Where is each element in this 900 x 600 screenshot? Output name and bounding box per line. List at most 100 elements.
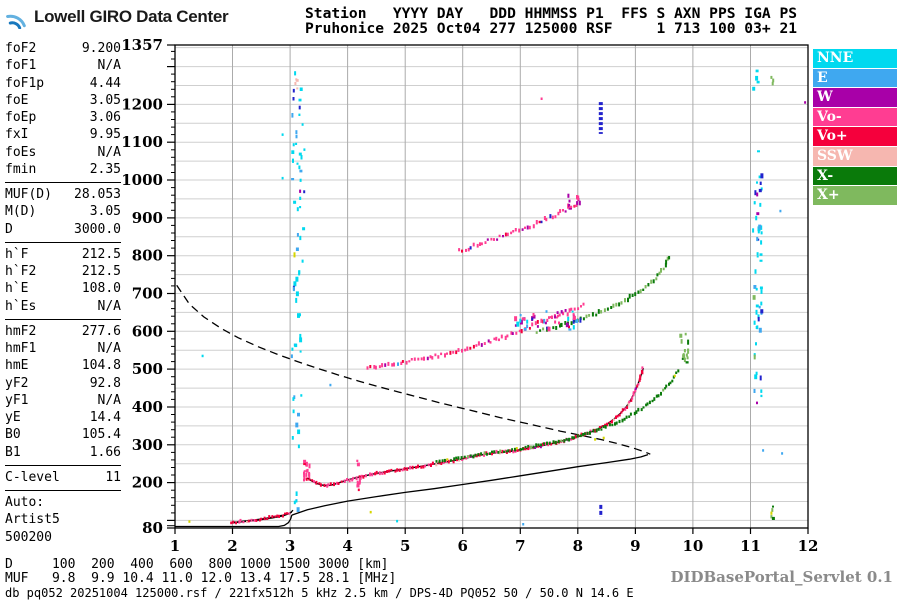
param-value: 3.05 <box>89 92 121 108</box>
param-label: B0 <box>5 427 21 443</box>
svg-text:5: 5 <box>400 537 410 555</box>
param-label: fmin <box>5 161 37 177</box>
param-label: MUF(D) <box>5 187 52 202</box>
legend-item-w: W <box>813 88 897 107</box>
param-row: foF1p 4.44 <box>5 75 121 92</box>
param-label: fxI <box>5 127 29 143</box>
param-row: B0 105.4 <box>5 426 121 443</box>
param-row: C-level 11 <box>5 469 121 486</box>
param-value: 104.8 <box>81 358 121 374</box>
autoscaling-info-line: Auto: <box>5 495 45 510</box>
logo: Lowell GIRO Data Center <box>6 5 229 29</box>
param-row: MUF(D) 28.053 <box>5 186 121 203</box>
param-value: 1.66 <box>89 444 121 460</box>
header-values-line: Pruhonice 2025 Oct04 277 125000 RSF 1 71… <box>305 20 798 37</box>
distance-row: D 100 200 400 600 800 1000 1500 3000 [km… <box>5 557 389 572</box>
svg-text:3: 3 <box>285 537 295 555</box>
panel-separator <box>5 241 121 243</box>
legend-item-nne: NNE <box>813 49 897 68</box>
param-row: hmF2 277.6 <box>5 323 121 340</box>
param-value: 92.8 <box>89 375 121 391</box>
svg-text:1100: 1100 <box>121 133 163 151</box>
param-label: foF1 <box>5 58 37 74</box>
param-row: fmin 2.35 <box>5 161 121 178</box>
param-row: h`Es N/A <box>5 298 121 315</box>
legend-item-e: E <box>813 68 897 88</box>
panel-separator <box>5 464 121 466</box>
muf-row: MUF 9.8 9.9 10.4 11.0 12.0 13.4 17.5 28.… <box>5 571 397 586</box>
param-label: h`Es <box>5 298 37 314</box>
panel-separator <box>5 490 121 491</box>
param-value: 3.06 <box>89 110 121 125</box>
svg-text:400: 400 <box>132 398 163 416</box>
svg-text:4: 4 <box>342 537 352 555</box>
param-label: yF2 <box>5 375 29 391</box>
param-row: foF2 9.200 <box>5 40 121 57</box>
parameter-panel: foF2 9.200 foF1 N/A foF1p 4.44 foE 3.05 foEp 3.06… <box>5 40 121 546</box>
param-value: N/A <box>97 392 121 408</box>
param-value: N/A <box>97 144 121 160</box>
param-value: 4.44 <box>89 75 121 91</box>
svg-text:80: 80 <box>142 519 163 537</box>
svg-text:700: 700 <box>132 285 163 303</box>
param-row: foEs N/A <box>5 144 121 161</box>
param-label: C-level <box>5 469 60 485</box>
param-row: D 3000.0 <box>5 221 121 238</box>
param-label: foF2 <box>5 41 37 56</box>
autoscaling-info-line: Artist5 <box>5 512 60 528</box>
param-label: D <box>5 221 13 237</box>
servlet-version: DIDBasePortal_Servlet 0.1 <box>670 568 893 586</box>
param-value: 2.35 <box>89 161 121 177</box>
param-row: hmE 104.8 <box>5 357 121 374</box>
param-value: N/A <box>97 58 121 74</box>
legend-item-ssw: SSW <box>813 146 897 166</box>
header-columns-line: Station YYYY DAY DDD HHMMSS P1 FFS S AXN… <box>305 5 798 22</box>
svg-text:1: 1 <box>170 537 180 555</box>
svg-text:500: 500 <box>132 360 163 378</box>
param-row: foEp 3.06 <box>5 109 121 126</box>
svg-text:10: 10 <box>682 537 703 555</box>
param-value: N/A <box>97 341 121 356</box>
svg-text:1000: 1000 <box>121 171 163 189</box>
param-value: 105.4 <box>81 427 121 443</box>
param-label: hmF1 <box>5 341 37 356</box>
legend-item-x: X- <box>813 166 897 186</box>
param-label: hmE <box>5 358 29 374</box>
param-label: h`F2 <box>5 264 37 279</box>
param-label: yE <box>5 410 21 425</box>
param-label: foEp <box>5 110 37 125</box>
param-label: h`F <box>5 246 29 262</box>
svg-text:6: 6 <box>457 537 467 555</box>
svg-text:7: 7 <box>515 537 525 555</box>
giro-wave-icon <box>6 14 26 29</box>
param-row: B1 1.66 <box>5 444 121 461</box>
param-value: N/A <box>97 298 121 314</box>
legend-item-x: X+ <box>813 186 897 205</box>
param-row: fxI 9.95 <box>5 126 121 143</box>
param-row: h`E 108.0 <box>5 280 121 297</box>
param-label: foEs <box>5 144 37 160</box>
svg-text:1357: 1357 <box>121 36 163 54</box>
panel-separator <box>5 182 121 183</box>
param-label: foF1p <box>5 75 45 91</box>
legend-item-vo: Vo+ <box>813 127 897 146</box>
param-row: hmF1 N/A <box>5 340 121 357</box>
param-row: h`F2 212.5 <box>5 263 121 280</box>
svg-text:200: 200 <box>132 474 163 492</box>
param-value: 212.5 <box>81 246 121 262</box>
svg-text:600: 600 <box>132 322 163 340</box>
autoscaling-info-line: 500200 <box>5 529 52 545</box>
param-value: 212.5 <box>81 264 121 279</box>
panel-separator <box>5 318 121 320</box>
param-value: 277.6 <box>81 323 121 339</box>
param-row: M(D) 3.05 <box>5 203 121 220</box>
param-value: 9.200 <box>81 41 121 56</box>
param-label: hmF2 <box>5 323 37 339</box>
param-label: B1 <box>5 444 21 460</box>
legend-item-vo: Vo- <box>813 107 897 127</box>
param-row: yE 14.4 <box>5 409 121 426</box>
svg-text:900: 900 <box>132 209 163 227</box>
param-value: 28.053 <box>74 187 121 202</box>
